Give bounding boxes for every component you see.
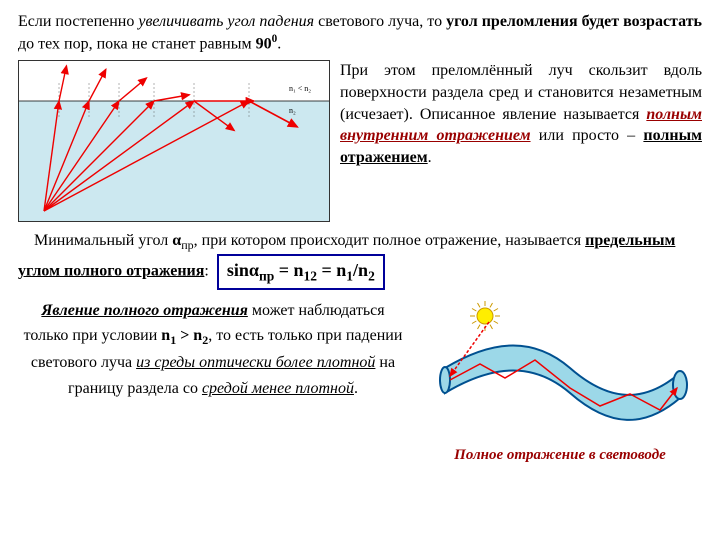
intro-t4: угол преломления будет возрастать: [446, 13, 702, 30]
row-diagram-text: n₁ < n₂ n₂ При этом преломлённый луч скол…: [18, 60, 702, 222]
mid-t1: Минимальный угол: [34, 232, 172, 249]
formula-box: sinαпр = n12 = n1/n2: [217, 254, 385, 290]
svg-text:n₁ < n₂: n₁ < n₂: [289, 84, 311, 93]
f-eq2: = n: [317, 260, 346, 280]
cond-e: из среды оптически более плотной: [136, 354, 375, 371]
intro-t5: до тех пор, пока не станет равным: [18, 35, 256, 52]
f-n12: 12: [304, 268, 318, 283]
side-l3a: или просто –: [531, 127, 644, 144]
intro-t2: увеличивать угол падения: [138, 13, 314, 30]
fiber-box: Полное отражение в световоде: [418, 298, 702, 464]
mid-block: Минимальный угол αпр, при котором происх…: [18, 230, 702, 289]
f-n2: 2: [368, 268, 375, 283]
fiber-caption: Полное отражение в световоде: [418, 447, 702, 464]
f-eq: = n: [274, 260, 303, 280]
mid-sym: α: [172, 232, 181, 249]
f-lhs: sinα: [227, 260, 259, 280]
f-slash: /n: [353, 260, 368, 280]
row-condition-fiber: Явление полного отражения может наблюдат…: [18, 298, 702, 464]
side-l2a: Описанное явление называется: [420, 106, 646, 123]
cond-gt: > n: [176, 327, 202, 344]
intro-t1: Если постепенно: [18, 13, 138, 30]
f-lhssub: пр: [259, 268, 274, 283]
intro-90: 90: [256, 35, 272, 52]
intro-dot: .: [277, 35, 281, 52]
cond-g: средой менее плотной: [202, 380, 354, 397]
condition-text: Явление полного отражения может наблюдат…: [18, 298, 408, 464]
cond-a: Явление полного отражения: [41, 302, 247, 319]
side-text: При этом преломлённый луч скользит вдоль…: [340, 60, 702, 222]
svg-text:n₂: n₂: [289, 106, 296, 115]
mid-t2: , при котором происходит полное отражени…: [194, 232, 586, 249]
mid-sub: пр: [181, 239, 193, 253]
cond-h: .: [354, 380, 358, 397]
refraction-diagram: n₁ < n₂ n₂: [18, 60, 330, 222]
side-l3c: .: [428, 149, 432, 166]
fiber-diagram: [425, 298, 695, 438]
mid-t4: :: [204, 262, 208, 279]
intro-paragraph: Если постепенно увеличивать угол падения…: [18, 12, 702, 54]
intro-t3: светового луча, то: [314, 13, 446, 30]
cond-c1: n: [161, 327, 170, 344]
